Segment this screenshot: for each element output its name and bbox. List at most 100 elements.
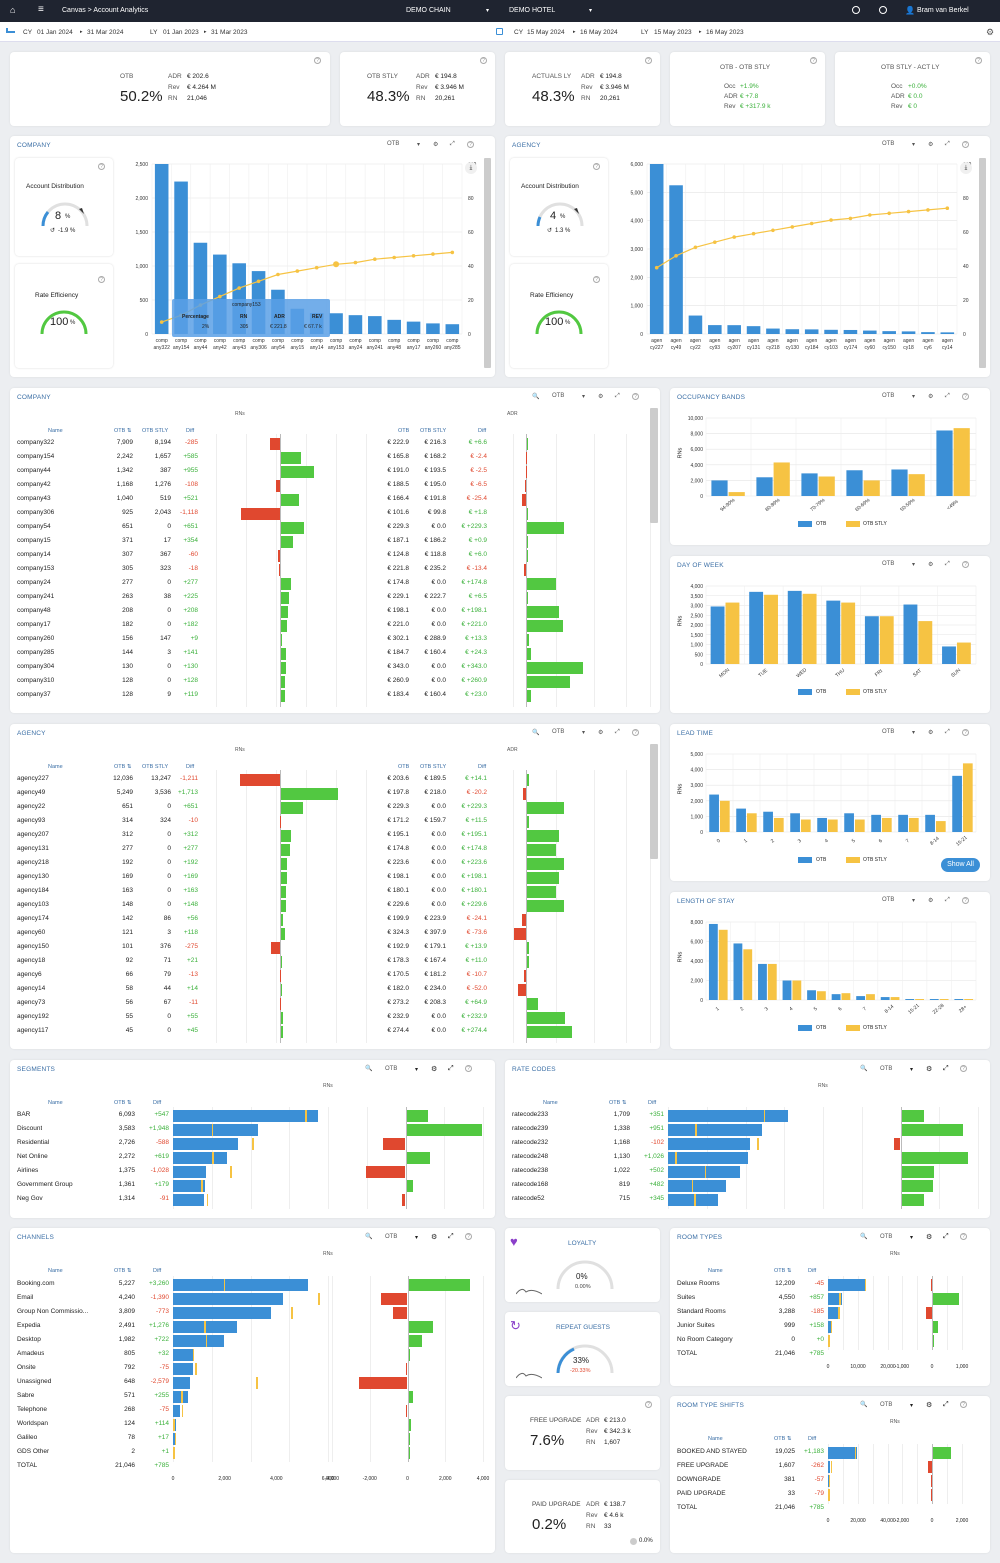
table-row-name[interactable]: agency117 bbox=[17, 1027, 49, 1034]
table-row-name[interactable]: ratecode233 bbox=[512, 1111, 549, 1118]
chevron-down-icon[interactable]: ▾ bbox=[486, 8, 490, 14]
scrollbar[interactable] bbox=[650, 408, 658, 523]
gear-icon[interactable]: ⚙ bbox=[986, 27, 995, 37]
table-row-name[interactable]: agency150 bbox=[17, 943, 49, 950]
scrollbar[interactable] bbox=[484, 158, 491, 368]
table-row-name[interactable]: Amadeus bbox=[17, 1350, 45, 1357]
column-header-otb[interactable]: OTB ⇅ bbox=[114, 764, 132, 770]
cy2-from-date[interactable]: 15 May 2024 bbox=[527, 29, 565, 36]
column-header-otb[interactable]: OTB ⇅ bbox=[114, 1100, 132, 1106]
help-icon[interactable]: ? bbox=[960, 1401, 967, 1408]
table-row-name[interactable]: agency192 bbox=[17, 1013, 49, 1020]
help-icon[interactable]: ? bbox=[962, 141, 969, 148]
table-row-name[interactable]: agency227 bbox=[17, 775, 49, 782]
help-icon[interactable]: ? bbox=[593, 276, 600, 283]
search-icon[interactable]: 🔍 bbox=[365, 1234, 373, 1240]
chain-select[interactable]: DEMO CHAIN bbox=[406, 7, 451, 14]
ly-to-date[interactable]: 31 Mar 2023 bbox=[211, 29, 248, 36]
download-icon[interactable]: ⤓ bbox=[960, 162, 972, 174]
help-icon[interactable]: ? bbox=[962, 393, 969, 400]
gear-icon[interactable]: ⚙ bbox=[926, 1402, 933, 1409]
help-icon[interactable]: ? bbox=[960, 1065, 967, 1072]
expand-icon[interactable]: ⤢ bbox=[945, 141, 950, 147]
table-row-name[interactable]: company154 bbox=[17, 453, 55, 460]
column-header-otb[interactable]: OTB ⇅ bbox=[774, 1436, 792, 1442]
table-row-name[interactable]: company153 bbox=[17, 565, 55, 572]
column-header-diff[interactable]: Diff bbox=[153, 1268, 162, 1274]
table-row-name[interactable]: Telephone bbox=[17, 1406, 47, 1413]
help-icon[interactable]: ? bbox=[480, 57, 487, 64]
gear-icon[interactable]: ⚙ bbox=[598, 730, 604, 736]
expand-icon[interactable]: ⤢ bbox=[615, 729, 620, 735]
table-row-name[interactable]: company285 bbox=[17, 649, 55, 656]
help-icon[interactable]: ? bbox=[465, 1233, 472, 1240]
table-row-name[interactable]: Net Online bbox=[17, 1153, 48, 1160]
breadcrumb[interactable]: Canvas > Account Analytics bbox=[62, 7, 149, 14]
help-icon[interactable]: ? bbox=[467, 141, 474, 148]
chevron-down-icon[interactable]: ▾ bbox=[910, 1403, 914, 1409]
home-icon[interactable]: ⌂ bbox=[10, 5, 16, 15]
table-row-name[interactable]: ratecode52 bbox=[512, 1195, 545, 1202]
table-row-name[interactable]: Booking.com bbox=[17, 1280, 55, 1287]
expand-icon[interactable]: ⤢ bbox=[448, 1233, 454, 1240]
table-row-name[interactable]: company310 bbox=[17, 677, 55, 684]
table-row-name[interactable]: Expedia bbox=[17, 1322, 41, 1329]
table-row-name[interactable]: ratecode232 bbox=[512, 1139, 549, 1146]
column-header-adr-otb[interactable]: OTB bbox=[398, 764, 410, 770]
chevron-down-icon[interactable]: ▾ bbox=[582, 730, 586, 736]
gear-icon[interactable]: ⚙ bbox=[433, 142, 439, 148]
chevron-down-icon[interactable]: ▾ bbox=[589, 8, 593, 14]
table-row-name[interactable]: Discount bbox=[17, 1125, 43, 1132]
help-icon[interactable]: ? bbox=[645, 57, 652, 64]
table-row-name[interactable]: company24 bbox=[17, 579, 51, 586]
column-header-adr-stly[interactable]: OTB STLY bbox=[420, 764, 447, 770]
column-header-otb[interactable]: OTB ⇅ bbox=[114, 1268, 132, 1274]
table-row-name[interactable]: company42 bbox=[17, 481, 51, 488]
table-row-name[interactable]: TOTAL bbox=[677, 1504, 698, 1511]
table-row-name[interactable]: Government Group bbox=[17, 1181, 73, 1188]
table-row-name[interactable]: company322 bbox=[17, 439, 55, 446]
user-name[interactable]: Bram van Berkel bbox=[917, 7, 969, 14]
scrollbar[interactable] bbox=[979, 158, 986, 368]
user-switch-icon[interactable] bbox=[879, 6, 887, 14]
table-row-name[interactable]: agency14 bbox=[17, 985, 46, 992]
column-header-diff[interactable]: Diff bbox=[808, 1436, 817, 1442]
column-header-diff[interactable]: Diff bbox=[648, 1100, 657, 1106]
table-row-name[interactable]: Residential bbox=[17, 1139, 50, 1146]
ly-from-date[interactable]: 01 Jan 2023 bbox=[163, 29, 199, 36]
metric-select[interactable]: OTB bbox=[385, 1066, 398, 1072]
table-row-name[interactable]: BOOKED AND STAYED bbox=[677, 1448, 747, 1455]
chevron-down-icon[interactable]: ▾ bbox=[417, 142, 421, 148]
table-row-name[interactable]: company306 bbox=[17, 509, 55, 516]
metric-select[interactable]: OTB bbox=[882, 897, 895, 903]
table-row-name[interactable]: ratecode238 bbox=[512, 1167, 549, 1174]
cy-from-date[interactable]: 01 Jan 2024 bbox=[37, 29, 73, 36]
column-header-name[interactable]: Name bbox=[48, 1268, 63, 1274]
chevron-down-icon[interactable]: ▾ bbox=[912, 898, 916, 904]
column-header-stly[interactable]: OTB STLY bbox=[142, 764, 169, 770]
expand-icon[interactable]: ⤢ bbox=[943, 1401, 949, 1408]
table-row-name[interactable]: ratecode168 bbox=[512, 1181, 549, 1188]
search-icon[interactable]: 🔍 bbox=[860, 1234, 868, 1240]
table-row-name[interactable]: agency22 bbox=[17, 803, 46, 810]
ly2-from-date[interactable]: 15 May 2023 bbox=[654, 29, 692, 36]
table-row-name[interactable]: agency60 bbox=[17, 929, 46, 936]
table-row-name[interactable]: DOWNGRADE bbox=[677, 1476, 721, 1483]
table-row-name[interactable]: Email bbox=[17, 1294, 34, 1301]
column-header-name[interactable]: Name bbox=[48, 764, 63, 770]
table-row-name[interactable]: agency207 bbox=[17, 831, 49, 838]
table-row-name[interactable]: company304 bbox=[17, 663, 55, 670]
chevron-down-icon[interactable]: ▾ bbox=[912, 730, 916, 736]
column-header-adr-otb[interactable]: OTB bbox=[398, 428, 410, 434]
table-row-name[interactable]: company43 bbox=[17, 495, 51, 502]
table-row-name[interactable]: agency73 bbox=[17, 999, 46, 1006]
metric-select[interactable]: OTB bbox=[880, 1234, 893, 1240]
hotel-select[interactable]: DEMO HOTEL bbox=[509, 7, 556, 14]
search-icon[interactable]: 🔍 bbox=[532, 394, 540, 400]
gear-icon[interactable]: ⚙ bbox=[928, 394, 934, 400]
column-header-name[interactable]: Name bbox=[48, 428, 63, 434]
metric-select[interactable]: OTB bbox=[882, 393, 895, 399]
gear-icon[interactable]: ⚙ bbox=[928, 898, 934, 904]
download-icon[interactable]: ⤓ bbox=[465, 162, 477, 174]
column-header-otb[interactable]: OTB ⇅ bbox=[114, 428, 132, 434]
